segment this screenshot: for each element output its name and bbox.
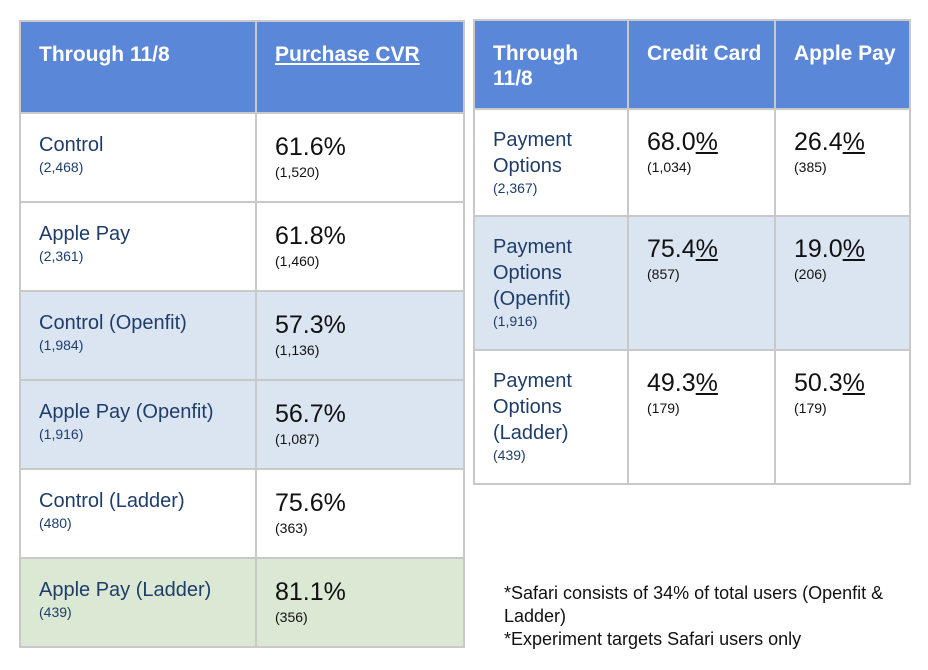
row-label: Apple Pay (Ladder) bbox=[39, 579, 212, 601]
row-label: Payment Options (Ladder) bbox=[493, 370, 572, 444]
table-row: Apple Pay (2,361) 61.8% (1,460) bbox=[19, 201, 465, 292]
row-count: (1,916) bbox=[39, 426, 84, 442]
row-value-count: (356) bbox=[275, 609, 308, 625]
row-label-cell: Payment Options (Ladder) (439) bbox=[473, 349, 629, 485]
row-label: Apple Pay (Openfit) bbox=[39, 401, 214, 423]
credit-card-value: 75.4% bbox=[647, 234, 762, 264]
table-row: Control (2,468) 61.6% (1,520) bbox=[19, 112, 465, 203]
table-header-row: Through 11/8 Purchase CVR bbox=[19, 20, 465, 114]
row-count: (2,367) bbox=[493, 180, 538, 196]
percent-sign: % bbox=[695, 128, 718, 156]
percent-sign: % bbox=[842, 369, 865, 397]
table-row: Payment Options (Ladder) (439) 49.3% (179)… bbox=[473, 349, 911, 485]
table-header-row: Through 11/8 Credit Card Apple Pay bbox=[473, 19, 911, 110]
row-value: 57.3% bbox=[275, 311, 346, 339]
purchase-cvr-table: Through 11/8 Purchase CVR Control (2,468)… bbox=[19, 20, 465, 648]
apple-pay-value: 19.0% bbox=[794, 234, 897, 264]
header-purchase-cvr: Purchase CVR bbox=[255, 20, 465, 114]
header-through-date: Through 11/8 bbox=[473, 19, 629, 110]
credit-card-number: 75.4 bbox=[647, 235, 696, 263]
row-count: (1,916) bbox=[493, 313, 538, 329]
apple-pay-count: (206) bbox=[794, 266, 827, 282]
table-row: Apple Pay (Ladder) (439) 81.1% (356) bbox=[19, 557, 465, 648]
row-label: Payment Options (Openfit) bbox=[493, 236, 572, 310]
row-label-cell: Payment Options (2,367) bbox=[473, 108, 629, 217]
footnote-safari-only: *Experiment targets Safari users only bbox=[504, 629, 802, 649]
row-count: (439) bbox=[39, 604, 72, 620]
row-value-cell: 57.3% (1,136) bbox=[255, 290, 465, 381]
row-label-cell: Control (Ladder) (480) bbox=[19, 468, 257, 559]
credit-card-number: 49.3 bbox=[647, 369, 696, 397]
row-label: Control bbox=[39, 134, 104, 156]
row-count: (1,984) bbox=[39, 337, 84, 353]
row-value-cell: 61.6% (1,520) bbox=[255, 112, 465, 203]
apple-pay-cell: 19.0% (206) bbox=[774, 215, 911, 351]
credit-card-value: 49.3% bbox=[647, 368, 762, 398]
table-row: Payment Options (2,367) 68.0% (1,034) 26.4… bbox=[473, 108, 911, 217]
apple-pay-value: 26.4% bbox=[794, 127, 897, 157]
row-value-count: (1,136) bbox=[275, 342, 320, 358]
credit-card-count: (1,034) bbox=[647, 159, 692, 175]
apple-pay-count: (179) bbox=[794, 400, 827, 416]
row-label: Payment Options bbox=[493, 129, 572, 177]
credit-card-value: 68.0% bbox=[647, 127, 762, 157]
header-credit-card: Credit Card bbox=[627, 19, 776, 110]
row-label-cell: Control (2,468) bbox=[19, 112, 257, 203]
row-value-cell: 81.1% (356) bbox=[255, 557, 465, 648]
percent-sign: % bbox=[842, 235, 865, 263]
row-value-count: (363) bbox=[275, 520, 308, 536]
table-row: Control (Ladder) (480) 75.6% (363) bbox=[19, 468, 465, 559]
apple-pay-number: 26.4 bbox=[794, 128, 843, 156]
row-label-cell: Control (Openfit) (1,984) bbox=[19, 290, 257, 381]
row-value: 75.6% bbox=[275, 489, 346, 517]
apple-pay-value: 50.3% bbox=[794, 368, 897, 398]
row-label-cell: Payment Options (Openfit) (1,916) bbox=[473, 215, 629, 351]
credit-card-count: (857) bbox=[647, 266, 680, 282]
row-value-count: (1,460) bbox=[275, 253, 320, 269]
row-value-count: (1,520) bbox=[275, 164, 320, 180]
header-through-date: Through 11/8 bbox=[19, 20, 257, 114]
header-purchase-cvr-label: Purchase CVR bbox=[275, 43, 420, 66]
percent-sign: % bbox=[695, 369, 718, 397]
percent-sign: % bbox=[842, 128, 865, 156]
credit-card-count: (179) bbox=[647, 400, 680, 416]
footnote-safari-share: *Safari consists of 34% of total users (… bbox=[504, 583, 889, 626]
row-label-cell: Apple Pay (Ladder) (439) bbox=[19, 557, 257, 648]
row-value-cell: 75.6% (363) bbox=[255, 468, 465, 559]
row-value-cell: 61.8% (1,460) bbox=[255, 201, 465, 292]
apple-pay-cell: 26.4% (385) bbox=[774, 108, 911, 217]
row-value: 61.8% bbox=[275, 222, 346, 250]
row-count: (480) bbox=[39, 515, 72, 531]
apple-pay-count: (385) bbox=[794, 159, 827, 175]
row-label-cell: Apple Pay (2,361) bbox=[19, 201, 257, 292]
table-row: Control (Openfit) (1,984) 57.3% (1,136) bbox=[19, 290, 465, 381]
table-row: Payment Options (Openfit) (1,916) 75.4% (8… bbox=[473, 215, 911, 351]
footnotes: *Safari consists of 34% of total users (… bbox=[504, 582, 924, 651]
row-label: Control (Openfit) bbox=[39, 312, 187, 334]
apple-pay-number: 50.3 bbox=[794, 369, 843, 397]
row-count: (2,468) bbox=[39, 159, 84, 175]
payment-method-table: Through 11/8 Credit Card Apple Pay Payme… bbox=[473, 19, 911, 485]
percent-sign: % bbox=[695, 235, 718, 263]
row-count: (2,361) bbox=[39, 248, 84, 264]
credit-card-cell: 68.0% (1,034) bbox=[627, 108, 776, 217]
row-count: (439) bbox=[493, 447, 526, 463]
row-value: 61.6% bbox=[275, 133, 346, 161]
header-apple-pay: Apple Pay bbox=[774, 19, 911, 110]
apple-pay-cell: 50.3% (179) bbox=[774, 349, 911, 485]
row-value-cell: 56.7% (1,087) bbox=[255, 379, 465, 470]
row-value-count: (1,087) bbox=[275, 431, 320, 447]
apple-pay-number: 19.0 bbox=[794, 235, 843, 263]
credit-card-number: 68.0 bbox=[647, 128, 696, 156]
row-label: Apple Pay bbox=[39, 223, 131, 245]
row-value: 81.1% bbox=[275, 578, 346, 606]
row-label-cell: Apple Pay (Openfit) (1,916) bbox=[19, 379, 257, 470]
row-label: Control (Ladder) bbox=[39, 490, 185, 512]
table-row: Apple Pay (Openfit) (1,916) 56.7% (1,087) bbox=[19, 379, 465, 470]
credit-card-cell: 49.3% (179) bbox=[627, 349, 776, 485]
credit-card-cell: 75.4% (857) bbox=[627, 215, 776, 351]
row-value: 56.7% bbox=[275, 400, 346, 428]
